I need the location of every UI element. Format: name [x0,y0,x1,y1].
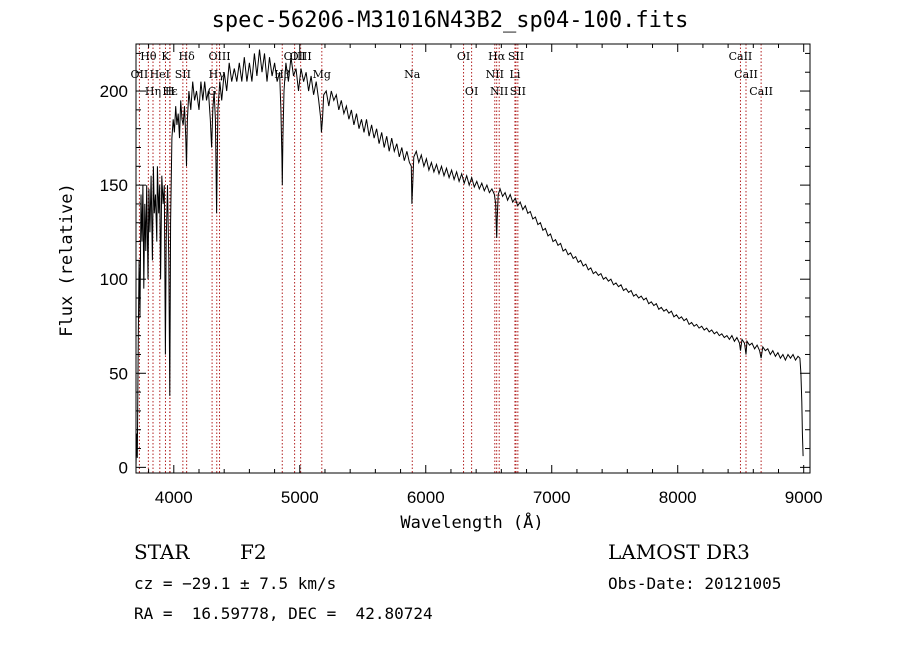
x-axis-ticks: 4000 5000 6000 7000 8000 9000 [148,44,823,507]
line-marker-label: Hδ [179,50,196,63]
line-marker-label: K [161,50,170,63]
x-tick-label: 7000 [533,488,571,507]
line-marker-label: SII [510,85,526,98]
line-marker-label: NII [486,68,504,81]
y-axis-label: Flux (relative) [57,183,77,337]
line-marker-label: SII [175,68,191,81]
y-axis-ticks: 0 50 100 150 200 [100,52,810,477]
x-tick-label: 9000 [785,488,823,507]
line-marker-label: Hγ [209,68,226,81]
line-markers [138,44,762,473]
line-marker-label: OI [457,50,470,63]
x-tick-label: 5000 [281,488,319,507]
x-axis-label: Wavelength (Å) [400,511,543,533]
observation-date: Obs-Date: 20121005 [608,574,782,593]
y-tick-label: 200 [100,82,128,101]
x-tick-label: 4000 [155,488,193,507]
line-marker-label: H [165,85,175,98]
coordinates: RA = 16.59778, DEC = 42.80724 [134,604,433,623]
line-marker-label: Na [404,68,421,81]
x-tick-label: 6000 [407,488,445,507]
line-marker-label: CaII [729,50,753,63]
y-tick-label: 50 [109,364,128,383]
line-marker-label: CaII [749,85,773,98]
y-tick-label: 150 [100,176,128,195]
object-subclass: F2 [240,540,267,564]
survey-name: LAMOST DR3 [608,540,750,564]
line-marker-label: OIII [290,50,312,63]
plot-frame [135,43,811,474]
x-tick-label: 8000 [659,488,697,507]
line-marker-label: OIII [284,50,306,63]
line-marker-label: Mg [313,68,331,81]
object-class: STAR [134,540,190,564]
line-marker-label: Hα [488,50,506,63]
line-marker-label: SII [508,50,524,63]
y-tick-label: 100 [100,270,128,289]
line-marker-label: Hθ [140,50,157,63]
line-marker-label: HeI [150,68,170,81]
flux-series-line [135,49,804,468]
line-marker-label: CaII [734,68,758,81]
line-marker-label: OII [131,68,149,81]
line-marker-label: NII [490,85,508,98]
chart-title: spec-56206-M31016N43B2_sp04-100.fits [211,8,689,33]
line-marker-label: G [208,85,217,98]
redshift-velocity: cz = −29.1 ± 7.5 km/s [134,574,337,593]
line-marker-label: Hε [162,85,178,98]
line-marker-label: Hη [145,85,161,98]
line-marker-label: OIII [208,50,230,63]
line-marker-label: Li [510,68,521,81]
y-tick-label: 0 [119,458,128,477]
line-marker-label: OI [465,85,478,98]
